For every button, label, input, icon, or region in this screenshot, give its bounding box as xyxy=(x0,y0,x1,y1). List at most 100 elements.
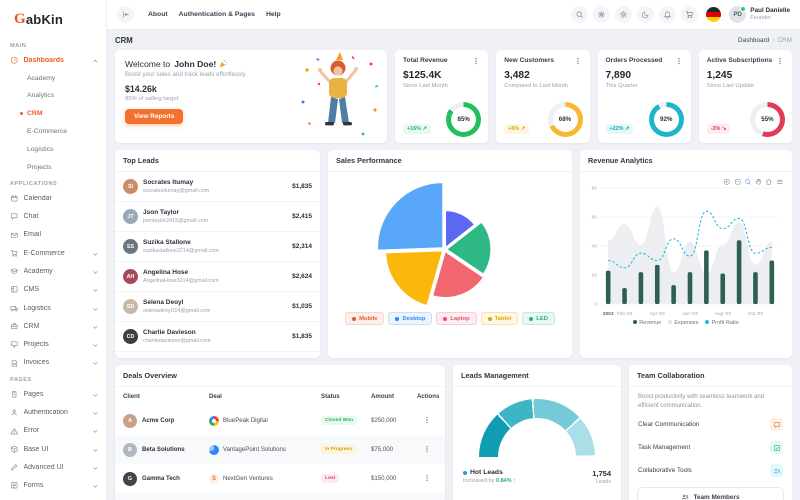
client-avatar: B xyxy=(123,442,137,457)
stat-subtitle: Since Last Update xyxy=(706,83,755,89)
stat-donut-chart: 85% xyxy=(446,102,482,137)
revenue-legend-item[interactable]: Revenue xyxy=(633,320,661,326)
deal-name: VantagePoint Solutions xyxy=(223,446,286,453)
breadcrumb-root[interactable]: Dashboard xyxy=(738,37,770,44)
team-collaboration-card: Team Collaboration Boost productivity wi… xyxy=(629,365,792,500)
pie-legend-desktop[interactable]: Desktop xyxy=(388,312,433,325)
sidebar-item-e-commerce[interactable]: E-Commerce xyxy=(0,244,106,262)
sidebar-item-email[interactable]: Email xyxy=(0,226,106,244)
stat-card-1: New Customers 3,482 Compared to Last Mon… xyxy=(496,50,590,143)
search-icon[interactable] xyxy=(571,6,589,23)
sidebar-item-logistics[interactable]: Logistics xyxy=(0,299,106,317)
revenue-legend-item[interactable]: Expenses xyxy=(668,320,698,326)
pie-legend-tablet[interactable]: Tablet xyxy=(480,312,519,325)
pie-legend-laptop[interactable]: Laptop xyxy=(436,312,477,325)
topnav-link-1[interactable]: Authentication & Pages xyxy=(178,11,255,18)
user-menu[interactable]: PD Paul Danielle Founder xyxy=(729,6,790,23)
germany-flag-icon[interactable] xyxy=(706,7,722,22)
leads-gauge-chart[interactable] xyxy=(479,399,595,457)
sidebar-item-projects[interactable]: Projects xyxy=(0,335,106,353)
sales-performance-pie-chart[interactable] xyxy=(328,174,572,312)
deals-column-amount: Amount xyxy=(371,393,395,400)
sidebar-item-error[interactable]: Error xyxy=(0,422,106,440)
lead-avatar: CD xyxy=(123,329,138,344)
team-members-button[interactable]: Team Members xyxy=(637,487,784,500)
sidebar-item-pages[interactable]: Pages xyxy=(0,385,106,403)
pie-slice-2[interactable] xyxy=(431,250,485,299)
revenue-analytics-title: Revenue Analytics xyxy=(580,150,792,172)
deal-row-1: B Beta Solutions VantagePoint Solutions I… xyxy=(115,435,445,464)
selection-zoom-icon[interactable] xyxy=(744,178,752,186)
light-mode-icon[interactable] xyxy=(615,6,633,23)
lead-row-5: CD Charlie Davieson charliedavieson@gmai… xyxy=(115,322,320,352)
pie-legend-mobile[interactable]: Mobile xyxy=(345,312,385,325)
stat-donut-chart: 68% xyxy=(547,102,583,137)
sidebar-item-base-ui[interactable]: Base UI xyxy=(0,440,106,458)
top-leads-card: Top Leads SI Socrates Itumay socratesitu… xyxy=(115,150,320,358)
sidebar-item-chat[interactable]: Chat xyxy=(0,207,106,225)
menu-icon[interactable] xyxy=(776,178,784,186)
leads-count: 1,754 xyxy=(592,469,611,478)
pie-legend-led[interactable]: LED xyxy=(522,312,555,325)
sidebar-item-advanced-ui[interactable]: Advanced UI xyxy=(0,458,106,476)
hot-leads-label: Hot Leads xyxy=(463,469,516,476)
pie-slice-0[interactable] xyxy=(444,210,476,249)
pie-slice-3[interactable] xyxy=(385,250,444,307)
sidebar-item-forms[interactable]: Forms xyxy=(0,477,106,495)
pie-slice-1[interactable] xyxy=(445,221,492,275)
lead-email: selenadeoyl114@gmail.com xyxy=(143,307,211,314)
client-avatar: G xyxy=(123,471,137,486)
deal-actions-icon[interactable] xyxy=(423,445,431,453)
view-reports-button[interactable]: View Reports xyxy=(125,109,184,124)
home-reset-icon[interactable] xyxy=(765,178,773,186)
sidebar-subitem-projects[interactable]: Projects xyxy=(27,163,52,171)
sidebar-item-cms[interactable]: CMS xyxy=(0,281,106,299)
sidebar-nav: MAIN Dashboards Academy Analytics CRM E-Comme… xyxy=(0,38,106,495)
sidebar-subitem-academy[interactable]: Academy xyxy=(27,74,56,82)
pie-slice-4[interactable] xyxy=(376,181,444,251)
sidebar-item-calendar[interactable]: Calendar xyxy=(0,189,106,207)
notifications-icon[interactable] xyxy=(659,6,677,23)
sidebar-subitem-logistics[interactable]: Logistics xyxy=(27,145,54,153)
stat-menu-icon[interactable] xyxy=(472,57,480,65)
stat-donut-chart: 55% xyxy=(750,102,785,137)
zoom-in-icon[interactable] xyxy=(723,178,731,186)
zoom-out-icon[interactable] xyxy=(734,178,742,186)
sidebar-item-academy[interactable]: Academy xyxy=(0,262,106,280)
stat-menu-icon[interactable] xyxy=(574,57,582,65)
deal-amount: $150,000 xyxy=(371,475,397,482)
sidebar-item-authentication[interactable]: Authentication xyxy=(0,403,106,421)
deal-actions-icon[interactable] xyxy=(423,416,431,424)
lead-row-3: AH Angelina Hose AngelinaHose3214@gmail.… xyxy=(115,262,320,292)
expenses-area xyxy=(608,206,772,304)
sidebar-section-label: MAIN xyxy=(10,43,27,49)
topbar-icons xyxy=(571,6,699,23)
deal-row-3 xyxy=(115,493,445,500)
revenue-legend-item[interactable]: Profit Ratio xyxy=(705,320,739,326)
sidebar-subitem-crm[interactable]: CRM xyxy=(0,105,106,123)
deals-column-deal: Deal xyxy=(209,393,222,400)
revenue-analytics-chart[interactable]: 0 20 40 60 80 2003 Feb '03 Apr '03 Jun '03 Aug '0… xyxy=(580,172,792,322)
sidebar-item-crm[interactable]: CRM xyxy=(0,317,106,335)
sales-performance-card: Sales Performance Mobile Desktop Laptop Tab… xyxy=(328,150,572,358)
topnav-link-2[interactable]: Help xyxy=(265,11,281,18)
sidebar-item-invoices[interactable]: Invoices xyxy=(0,354,106,372)
deal-actions-icon[interactable] xyxy=(423,474,431,482)
sidebar-subitem-analytics[interactable]: Analytics xyxy=(27,92,55,100)
revenue-bar-10 xyxy=(769,260,775,304)
sidebar-collapse-button[interactable] xyxy=(117,6,134,23)
sidebar-item-dashboards[interactable]: Dashboards xyxy=(0,51,106,69)
topnav-link-0[interactable]: About xyxy=(148,11,168,18)
deal-row-2: G Gamma Tech S NextGen Ventures Lost $150,… xyxy=(115,464,445,493)
pan-icon[interactable] xyxy=(755,178,763,186)
dark-mode-icon[interactable] xyxy=(637,6,655,23)
cart-icon[interactable] xyxy=(681,6,699,23)
stat-menu-icon[interactable] xyxy=(776,57,784,65)
pie-legend: Mobile Desktop Laptop Tablet LED xyxy=(328,312,572,333)
row-top: Welcome to John Doe! Boost your sales and… xyxy=(115,50,792,143)
stat-menu-icon[interactable] xyxy=(675,57,683,65)
settings-icon[interactable] xyxy=(593,6,611,23)
sidebar-subitem-e-commerce[interactable]: E-Commerce xyxy=(27,128,68,136)
svg-text:Jun '03: Jun '03 xyxy=(682,311,698,317)
